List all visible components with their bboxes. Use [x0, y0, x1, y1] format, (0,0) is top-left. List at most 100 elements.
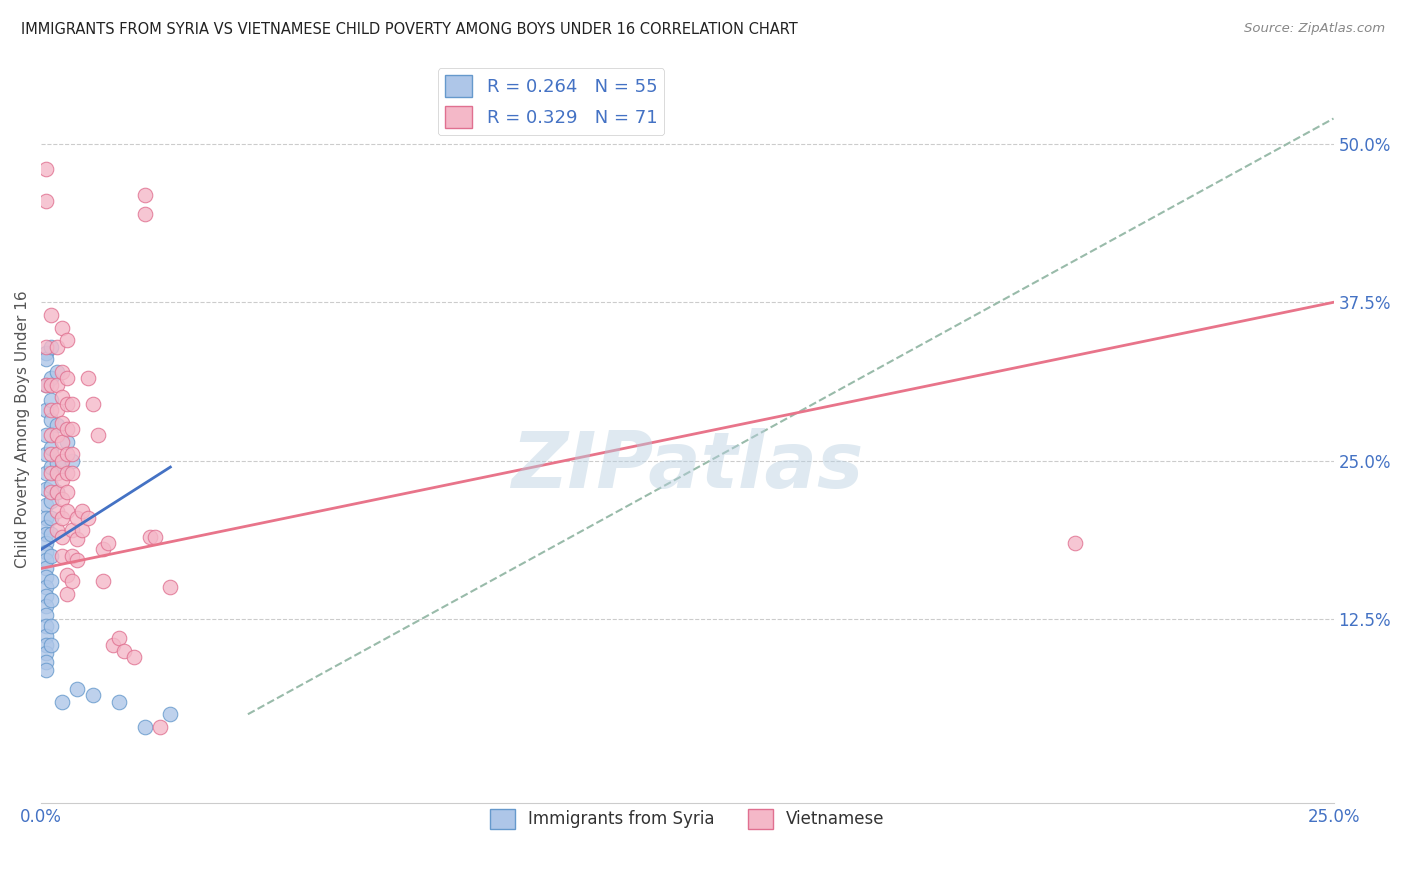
Y-axis label: Child Poverty Among Boys Under 16: Child Poverty Among Boys Under 16: [15, 290, 30, 568]
Point: [41, 460, 63, 475]
Point: [82, 397, 104, 411]
Point: [45, 447, 67, 461]
Point: [45, 456, 67, 470]
Point: [35, 561, 58, 575]
Point: [51, 473, 73, 487]
Point: [56, 504, 79, 518]
Point: [35, 599, 58, 614]
Point: [35, 545, 58, 559]
Point: [35, 162, 58, 177]
Point: [51, 491, 73, 506]
Point: [159, 707, 181, 722]
Point: [45, 485, 67, 500]
Point: [103, 638, 125, 652]
Point: [35, 552, 58, 566]
Point: [82, 688, 104, 702]
Point: [35, 340, 58, 354]
Point: [56, 567, 79, 582]
Point: [41, 618, 63, 632]
Point: [41, 574, 63, 589]
Point: [91, 542, 114, 557]
Point: [41, 403, 63, 417]
Point: [134, 206, 156, 220]
Point: [35, 482, 58, 496]
Point: [35, 536, 58, 550]
Point: [45, 340, 67, 354]
Point: [35, 527, 58, 541]
Point: [35, 638, 58, 652]
Point: [56, 371, 79, 385]
Point: [76, 510, 98, 524]
Point: [41, 308, 63, 322]
Point: [45, 524, 67, 538]
Point: [51, 530, 73, 544]
Point: [35, 570, 58, 584]
Point: [35, 467, 58, 481]
Point: [45, 428, 67, 442]
Point: [51, 460, 73, 475]
Point: [35, 663, 58, 677]
Point: [149, 720, 172, 734]
Point: [35, 346, 58, 360]
Point: [41, 593, 63, 607]
Point: [35, 498, 58, 512]
Point: [87, 428, 110, 442]
Point: [51, 365, 73, 379]
Point: [41, 428, 63, 442]
Point: [56, 397, 79, 411]
Point: [41, 638, 63, 652]
Point: [134, 720, 156, 734]
Point: [60, 574, 83, 589]
Point: [56, 587, 79, 601]
Text: Source: ZipAtlas.com: Source: ZipAtlas.com: [1244, 22, 1385, 36]
Point: [41, 479, 63, 493]
Point: [41, 485, 63, 500]
Point: [35, 629, 58, 643]
Point: [35, 377, 58, 392]
Point: [35, 377, 58, 392]
Legend: Immigrants from Syria, Vietnamese: Immigrants from Syria, Vietnamese: [484, 802, 891, 836]
Point: [51, 510, 73, 524]
Point: [35, 403, 58, 417]
Point: [107, 695, 129, 709]
Point: [41, 447, 63, 461]
Point: [35, 590, 58, 604]
Point: [35, 428, 58, 442]
Point: [107, 631, 129, 645]
Point: [35, 581, 58, 595]
Point: [35, 519, 58, 533]
Point: [66, 510, 89, 524]
Point: [91, 574, 114, 589]
Point: [97, 536, 120, 550]
Point: [35, 447, 58, 461]
Point: [60, 524, 83, 538]
Point: [41, 413, 63, 427]
Point: [41, 494, 63, 508]
Point: [60, 454, 83, 468]
Point: [51, 695, 73, 709]
Point: [41, 392, 63, 407]
Point: [56, 434, 79, 449]
Point: [60, 397, 83, 411]
Point: [122, 650, 145, 665]
Point: [72, 504, 94, 518]
Point: [35, 647, 58, 661]
Point: [41, 467, 63, 481]
Point: [41, 371, 63, 385]
Point: [45, 485, 67, 500]
Point: [35, 655, 58, 669]
Point: [51, 434, 73, 449]
Point: [35, 608, 58, 623]
Point: [66, 681, 89, 696]
Point: [112, 644, 135, 658]
Point: [56, 485, 79, 500]
Point: [56, 334, 79, 348]
Point: [51, 454, 73, 468]
Point: [56, 447, 79, 461]
Point: [143, 530, 166, 544]
Point: [45, 377, 67, 392]
Point: [60, 422, 83, 436]
Point: [45, 418, 67, 433]
Point: [41, 527, 63, 541]
Point: [35, 194, 58, 208]
